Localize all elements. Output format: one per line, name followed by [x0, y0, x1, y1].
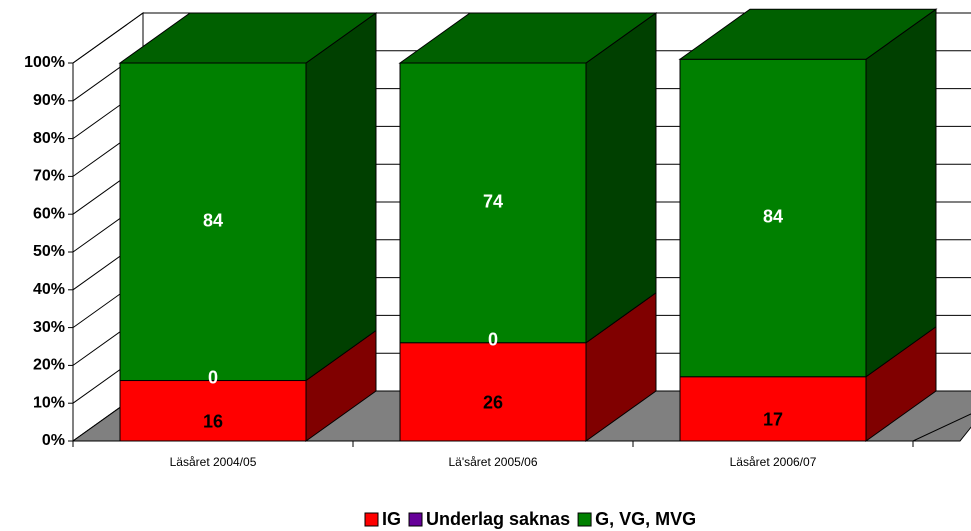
bar: [679, 58, 867, 378]
y-tick-label: 60%: [33, 205, 65, 222]
value-label: 0: [488, 329, 498, 349]
y-tick-label: 80%: [33, 130, 65, 147]
value-label: 84: [763, 207, 783, 227]
y-tick-label: 100%: [24, 54, 65, 71]
bar-side: [585, 12, 657, 344]
bar-top: [398, 12, 658, 64]
bar-top: [118, 12, 378, 64]
value-label: 16: [203, 412, 223, 432]
y-tick-label: 70%: [33, 168, 65, 185]
y-tick-label: 90%: [33, 92, 65, 109]
bar: [119, 380, 307, 442]
legend-swatch: [408, 512, 423, 527]
x-tick-label: Läsåret 2006/07: [730, 455, 817, 469]
y-tick-label: 30%: [33, 319, 65, 336]
y-tick-label: 50%: [33, 243, 65, 260]
value-label: 84: [203, 211, 223, 231]
value-label: 17: [763, 410, 783, 430]
bar: [399, 342, 587, 442]
bar-top: [678, 8, 938, 60]
value-label: 26: [483, 393, 503, 413]
y-tick-label: 10%: [33, 394, 65, 411]
bar: [679, 376, 867, 442]
value-label: 74: [483, 192, 503, 212]
legend-label: IG: [382, 509, 401, 529]
x-tick-label: Lä'såret 2005/06: [448, 455, 537, 469]
bar: [119, 62, 307, 382]
bar-side: [865, 8, 937, 378]
y-tick-label: 40%: [33, 281, 65, 298]
y-tick-label: 0%: [42, 432, 65, 449]
value-label: 0: [208, 367, 218, 387]
y-tick-label: 20%: [33, 357, 65, 374]
grid-line: [72, 12, 971, 64]
bar: [399, 62, 587, 344]
legend-swatch: [364, 512, 379, 527]
x-tick-label: Läsåret 2004/05: [170, 455, 257, 469]
legend-label: G, VG, MVG: [595, 509, 696, 529]
legend-label: Underlag saknas: [426, 509, 570, 529]
legend-swatch: [577, 512, 592, 527]
bar-side: [305, 12, 377, 382]
